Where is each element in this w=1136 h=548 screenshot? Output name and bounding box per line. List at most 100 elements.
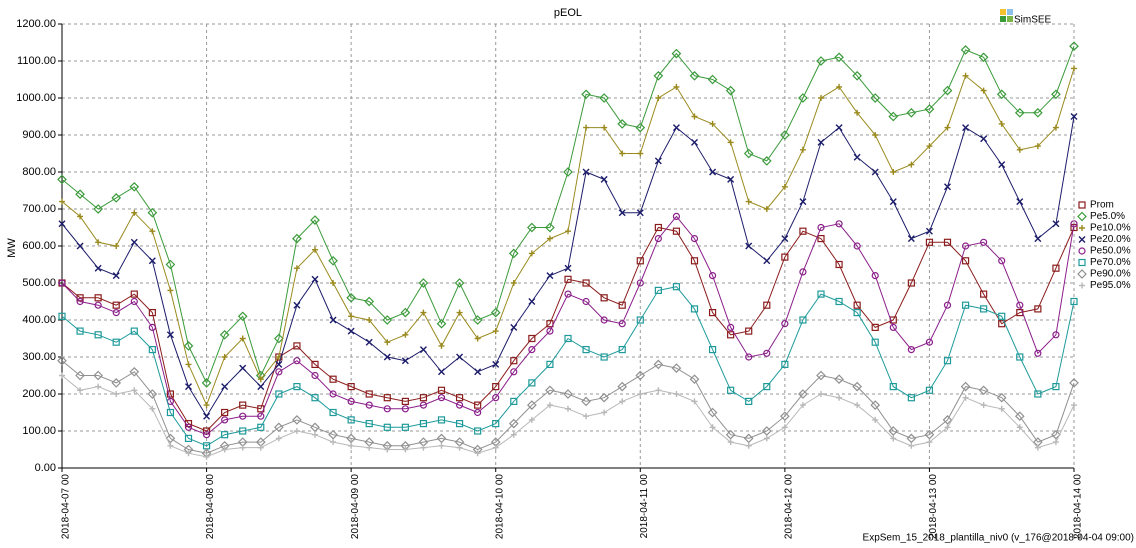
data-point [130, 297, 138, 306]
series-line [61, 215, 1075, 436]
data-point [799, 268, 807, 276]
data-point [528, 250, 535, 257]
data-point [274, 422, 284, 433]
data-point [492, 383, 500, 391]
x-tick-label: 2018-04-10 00 [494, 474, 505, 539]
data-point [654, 223, 662, 232]
data-point [618, 346, 626, 354]
data-point [293, 357, 301, 365]
data-point [492, 328, 499, 335]
data-point [872, 132, 879, 138]
data-point [419, 420, 428, 428]
data-point [582, 168, 590, 176]
data-point [871, 272, 879, 280]
data-point [201, 378, 212, 388]
data-point [59, 198, 65, 205]
data-point [149, 228, 156, 235]
data-point [691, 113, 698, 120]
x-tick-label: 2018-04-08 00 [205, 474, 216, 539]
data-point [563, 167, 573, 177]
data-point [1052, 264, 1060, 272]
data-point [745, 242, 753, 250]
data-point [1033, 107, 1043, 118]
data-point [943, 238, 952, 246]
data-point [311, 371, 319, 380]
legend-label: Pe5.0% [1090, 211, 1125, 222]
data-point [57, 174, 67, 185]
data-point [1016, 301, 1024, 309]
data-point [745, 397, 753, 405]
data-point [672, 283, 681, 291]
data-point [312, 431, 318, 438]
data-point [546, 360, 554, 368]
data-point [366, 444, 373, 451]
data-point [834, 52, 844, 63]
data-point [545, 385, 555, 396]
data-point [942, 85, 953, 96]
data-point [601, 409, 608, 416]
data-point [166, 331, 174, 339]
y-tick-label: 400.00 [22, 314, 56, 326]
data-point [708, 346, 717, 354]
data-point [691, 398, 698, 405]
data-point [112, 272, 120, 280]
data-point [508, 248, 519, 259]
data-point [618, 301, 626, 309]
data-point [835, 124, 843, 132]
legend-label: Pe70.0% [1090, 257, 1131, 268]
data-point [510, 280, 517, 286]
data-point [437, 416, 446, 424]
data-point [817, 235, 825, 243]
data-point [581, 396, 591, 407]
data-point [961, 242, 970, 250]
data-point [889, 323, 897, 331]
data-point [763, 383, 771, 391]
data-point [907, 279, 915, 287]
data-point [582, 346, 590, 354]
data-point [817, 290, 825, 298]
y-axis-label: MW [6, 238, 18, 258]
data-point [510, 431, 517, 438]
data-point [167, 287, 174, 294]
data-point [508, 418, 519, 429]
chart-title: pEOL [554, 7, 582, 19]
data-point [1034, 390, 1042, 398]
data-point [835, 297, 843, 306]
data-point [130, 238, 138, 246]
data-point [472, 315, 483, 325]
data-point [781, 183, 788, 190]
data-point [780, 130, 790, 140]
data-point [1014, 411, 1025, 422]
data-point [1052, 331, 1060, 339]
data-point [872, 416, 879, 423]
legend-label: Pe50.0% [1090, 246, 1131, 257]
data-point [781, 360, 789, 368]
data-point [203, 412, 211, 420]
data-point [599, 93, 609, 103]
data-point [996, 89, 1007, 100]
data-point [185, 383, 192, 391]
data-point [418, 278, 429, 288]
data-point [184, 434, 193, 442]
data-point [183, 341, 194, 351]
data-point [95, 383, 102, 390]
data-point [492, 360, 500, 368]
data-point [1071, 402, 1077, 409]
data-point [1016, 198, 1024, 206]
logo-square [1007, 16, 1013, 22]
data-point [980, 238, 988, 246]
data-point [510, 323, 518, 331]
data-point [854, 402, 861, 409]
data-point [980, 305, 988, 313]
data-point [1069, 378, 1079, 388]
data-point [436, 318, 447, 329]
data-point [456, 353, 464, 361]
data-point [816, 370, 826, 381]
data-point [1052, 124, 1059, 131]
data-point [58, 279, 66, 287]
data-point [618, 209, 626, 217]
data-point [1034, 444, 1041, 451]
data-point [708, 272, 717, 280]
